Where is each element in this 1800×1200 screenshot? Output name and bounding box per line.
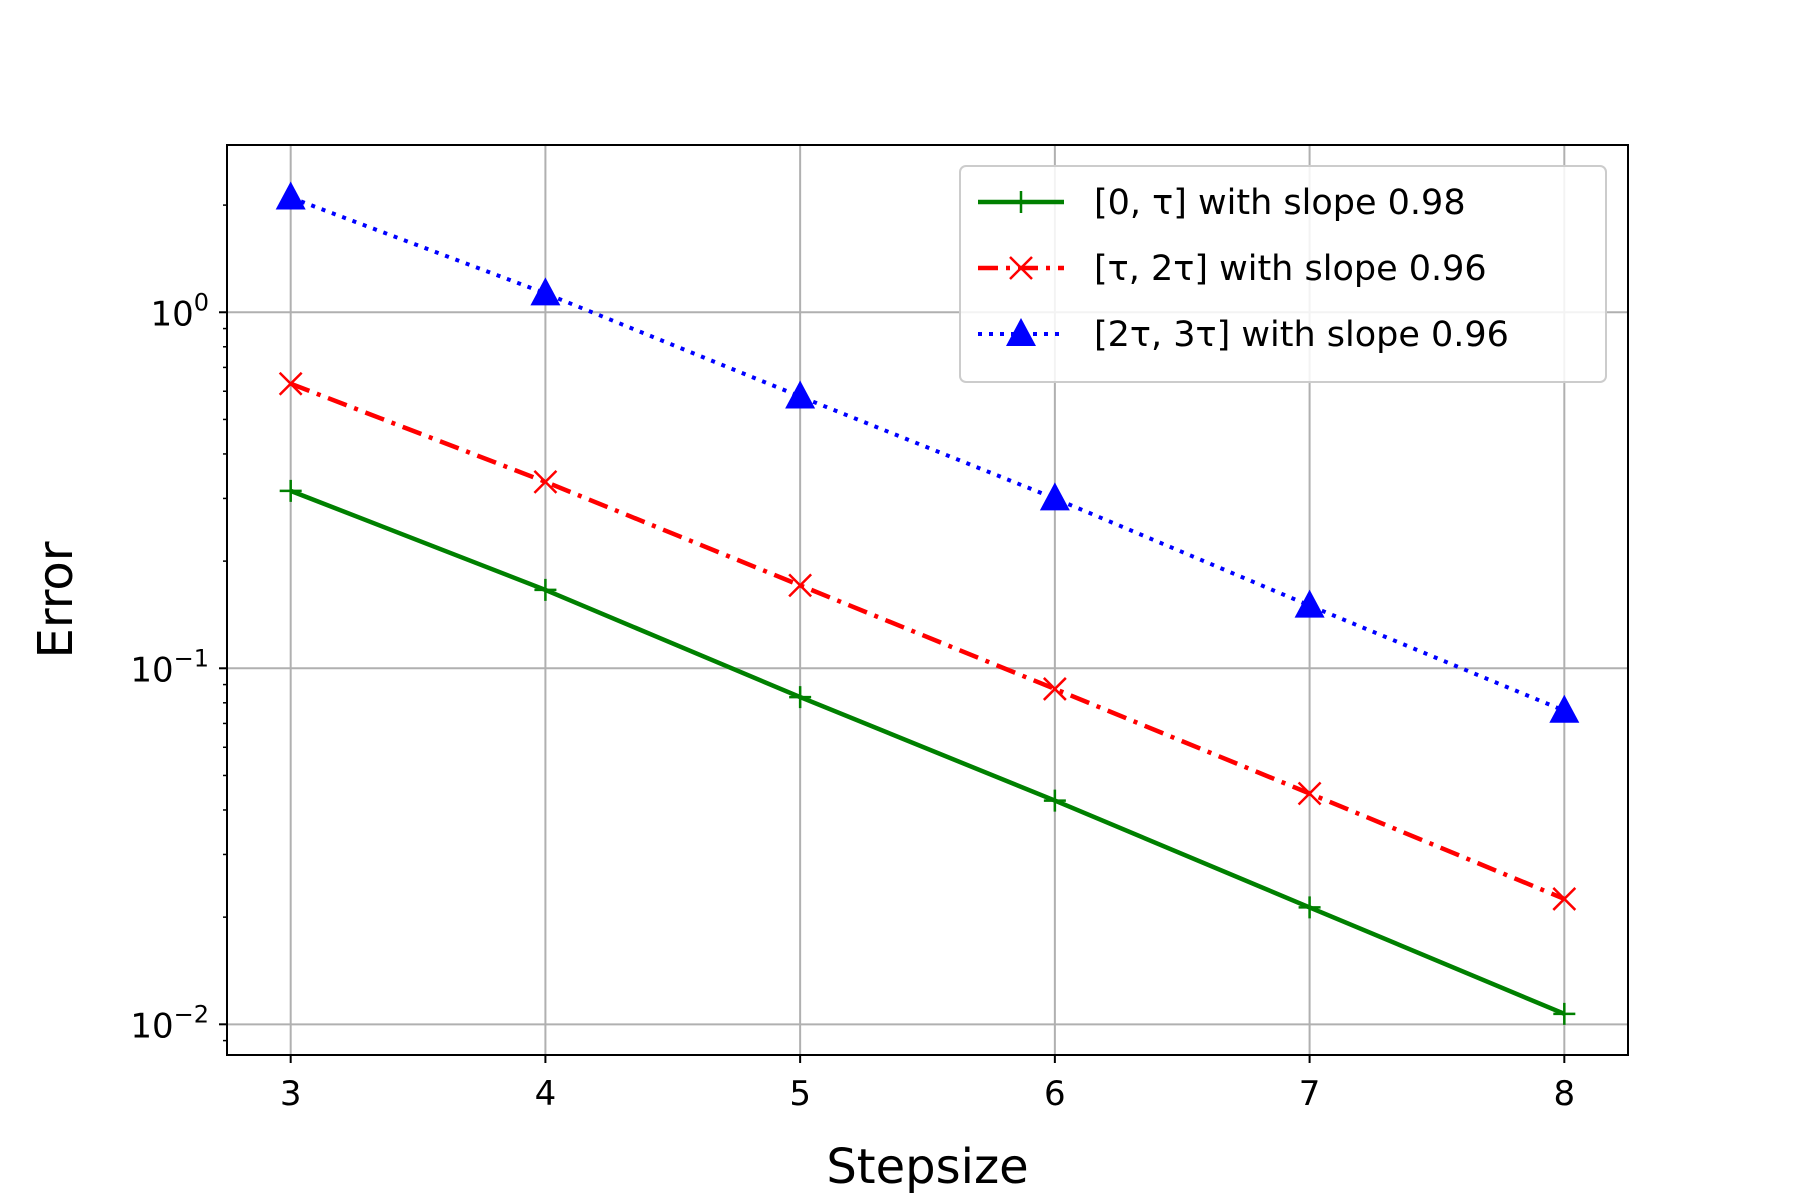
series-2-line bbox=[289, 381, 1566, 902]
series-3-point bbox=[275, 181, 306, 210]
series-2-point bbox=[533, 469, 558, 494]
series-3-point bbox=[1549, 694, 1580, 723]
series-3-point bbox=[785, 380, 816, 409]
series-2-point bbox=[1297, 781, 1322, 806]
y-tick-label: 100 bbox=[150, 288, 209, 334]
series-layer bbox=[275, 181, 1580, 1025]
axis-ticks: 3 4 5 6 7 8 100 10−1 10−2 bbox=[130, 204, 1575, 1114]
series-1-point bbox=[1043, 789, 1066, 812]
series-3-point bbox=[1039, 482, 1070, 511]
series-1-point bbox=[1298, 896, 1321, 919]
series-3-point bbox=[1294, 589, 1325, 618]
y-axis-title: Error bbox=[28, 541, 84, 658]
x-tick-label: 8 bbox=[1553, 1074, 1575, 1114]
x-tick-label: 4 bbox=[535, 1074, 557, 1114]
legend-entry-3: [2τ, 3τ] with slope 0.96 bbox=[978, 315, 1509, 355]
x-tick-label: 5 bbox=[789, 1074, 811, 1114]
series-2-point bbox=[278, 371, 303, 396]
series-3-point bbox=[530, 277, 561, 306]
legend-label-3: [2τ, 3τ] with slope 0.96 bbox=[1094, 315, 1509, 355]
series-1 bbox=[279, 479, 1576, 1025]
legend-marker-1 bbox=[1010, 191, 1032, 213]
legend: [0, τ] with slope 0.98 [τ, 2τ] with slope… bbox=[959, 165, 1607, 383]
plot-area-frame bbox=[226, 144, 1629, 1056]
legend-label-1: [0, τ] with slope 0.98 bbox=[1094, 183, 1466, 223]
x-tick-label: 7 bbox=[1299, 1074, 1321, 1114]
legend-entry-1: [0, τ] with slope 0.98 bbox=[978, 183, 1466, 223]
series-3 bbox=[275, 181, 1580, 723]
legend-label-2: [τ, 2τ] with slope 0.96 bbox=[1094, 249, 1487, 289]
series-1-point bbox=[279, 479, 302, 502]
y-tick-label: 10−1 bbox=[130, 644, 209, 690]
y-tick-label: 10−2 bbox=[130, 1000, 209, 1046]
legend-entry-2: [τ, 2τ] with slope 0.96 bbox=[978, 249, 1487, 289]
legend-marker-2 bbox=[1009, 256, 1033, 280]
series-2-point bbox=[788, 573, 813, 598]
x-tick-label: 6 bbox=[1044, 1074, 1066, 1114]
series-1-point bbox=[534, 578, 557, 601]
x-axis-title: Stepsize bbox=[826, 1139, 1028, 1195]
series-1-line bbox=[289, 488, 1566, 1016]
series-2-point bbox=[1552, 887, 1577, 911]
legend-marker-3 bbox=[1006, 318, 1036, 346]
legend-box bbox=[959, 165, 1607, 383]
x-tick-label: 3 bbox=[280, 1074, 302, 1114]
series-1-point bbox=[789, 686, 812, 709]
series-3-line bbox=[289, 195, 1566, 713]
series-2-point bbox=[1042, 677, 1067, 701]
series-1-point bbox=[1553, 1002, 1576, 1025]
series-2 bbox=[278, 371, 1577, 911]
